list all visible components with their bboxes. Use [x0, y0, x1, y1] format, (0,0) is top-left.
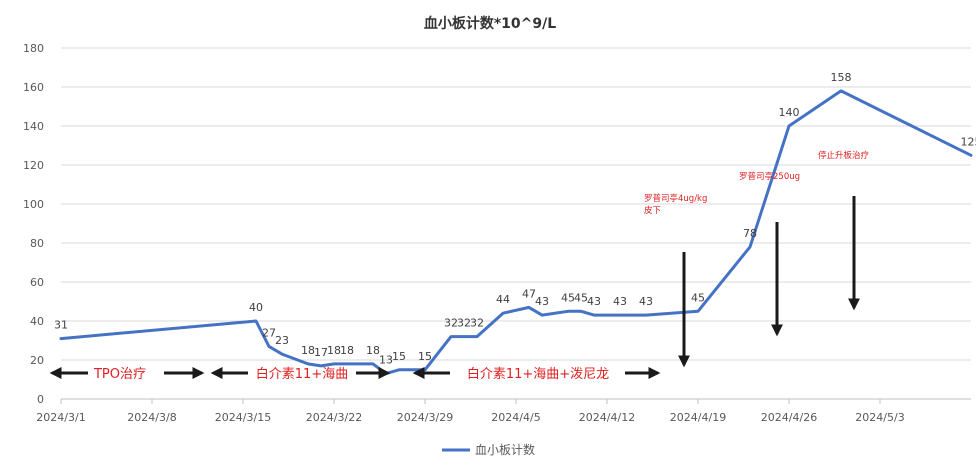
annotation-romiplostim-4-route: 皮下 — [644, 205, 662, 216]
data-label: 40 — [249, 301, 263, 314]
annotation-il11-pred: 白介素11+海曲+泼尼龙 — [467, 366, 609, 382]
data-label: 45 — [561, 291, 575, 304]
x-tick-label: 2024/4/19 — [670, 411, 726, 424]
data-label: 32 — [470, 317, 484, 330]
y-tick-label: 140 — [23, 120, 44, 133]
annotation-stop-treatment: 停止升板治疗 — [818, 150, 870, 161]
data-label: 78 — [743, 227, 757, 240]
data-label: 43 — [587, 295, 601, 308]
data-label: 44 — [496, 293, 510, 306]
data-label: 18 — [301, 344, 315, 357]
annotation-il11: 白介素11+海曲 — [256, 366, 348, 382]
annotation-romiplostim-250: 罗普司亭250ug — [739, 171, 800, 182]
data-label: 17 — [314, 346, 328, 359]
x-tick-label: 2024/3/22 — [306, 411, 362, 424]
data-label: 47 — [522, 287, 536, 300]
y-tick-label: 80 — [30, 237, 44, 250]
data-label: 32 — [444, 317, 458, 330]
data-label: 45 — [691, 291, 705, 304]
x-tick-label: 2024/5/3 — [855, 411, 904, 424]
series-layer — [59, 89, 973, 376]
data-label: 158 — [831, 71, 852, 84]
data-label: 43 — [639, 295, 653, 308]
data-label: 18 — [366, 344, 380, 357]
data-label: 140 — [779, 106, 800, 119]
x-tick-label: 2024/3/1 — [36, 411, 85, 424]
y-tick-label: 100 — [23, 198, 44, 211]
data-label: 31 — [54, 319, 68, 332]
data-label: 43 — [613, 295, 627, 308]
y-tick-label: 120 — [23, 159, 44, 172]
gridlines — [61, 47, 971, 361]
y-tick-label: 60 — [30, 276, 44, 289]
x-tick-label: 2024/4/12 — [579, 411, 635, 424]
data-label: 125 — [961, 135, 976, 148]
y-tick-label: 20 — [30, 354, 44, 367]
y-tick-label: 160 — [23, 81, 44, 94]
y-tick-label: 40 — [30, 315, 44, 328]
data-label: 32 — [457, 317, 471, 330]
data-label: 15 — [392, 350, 406, 363]
x-tick-label: 2024/3/29 — [397, 411, 453, 424]
data-label: 18 — [327, 344, 341, 357]
data-label: 27 — [262, 326, 276, 339]
y-tick-label: 0 — [37, 393, 44, 406]
y-tick-label: 180 — [23, 42, 44, 55]
x-tick-label: 2024/3/15 — [215, 411, 271, 424]
series-line — [59, 89, 973, 376]
data-label: 45 — [574, 291, 588, 304]
annotation-romiplostim-4: 罗普司亭4ug/kg — [644, 193, 707, 204]
axes: 0 20 40 60 80 100 120 140 160 180 2024/3/1 2024/3/8… — [23, 42, 971, 424]
data-label: 18 — [340, 344, 354, 357]
x-tick-label: 2024/3/8 — [127, 411, 176, 424]
data-label: 13 — [379, 354, 393, 367]
legend-label: 血小板计数 — [475, 442, 535, 457]
legend: 血小板计数 — [442, 442, 535, 457]
x-tick-label: 2024/4/26 — [761, 411, 817, 424]
data-label: 15 — [418, 350, 432, 363]
chart-title: 血小板计数*10^9/L — [424, 15, 556, 32]
annotation-tpo: TPO治疗 — [93, 367, 146, 382]
data-label: 43 — [535, 295, 549, 308]
data-label: 23 — [275, 334, 289, 347]
x-tick-label: 2024/4/5 — [491, 411, 540, 424]
